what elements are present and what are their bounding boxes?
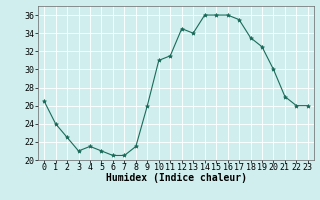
X-axis label: Humidex (Indice chaleur): Humidex (Indice chaleur): [106, 173, 246, 183]
